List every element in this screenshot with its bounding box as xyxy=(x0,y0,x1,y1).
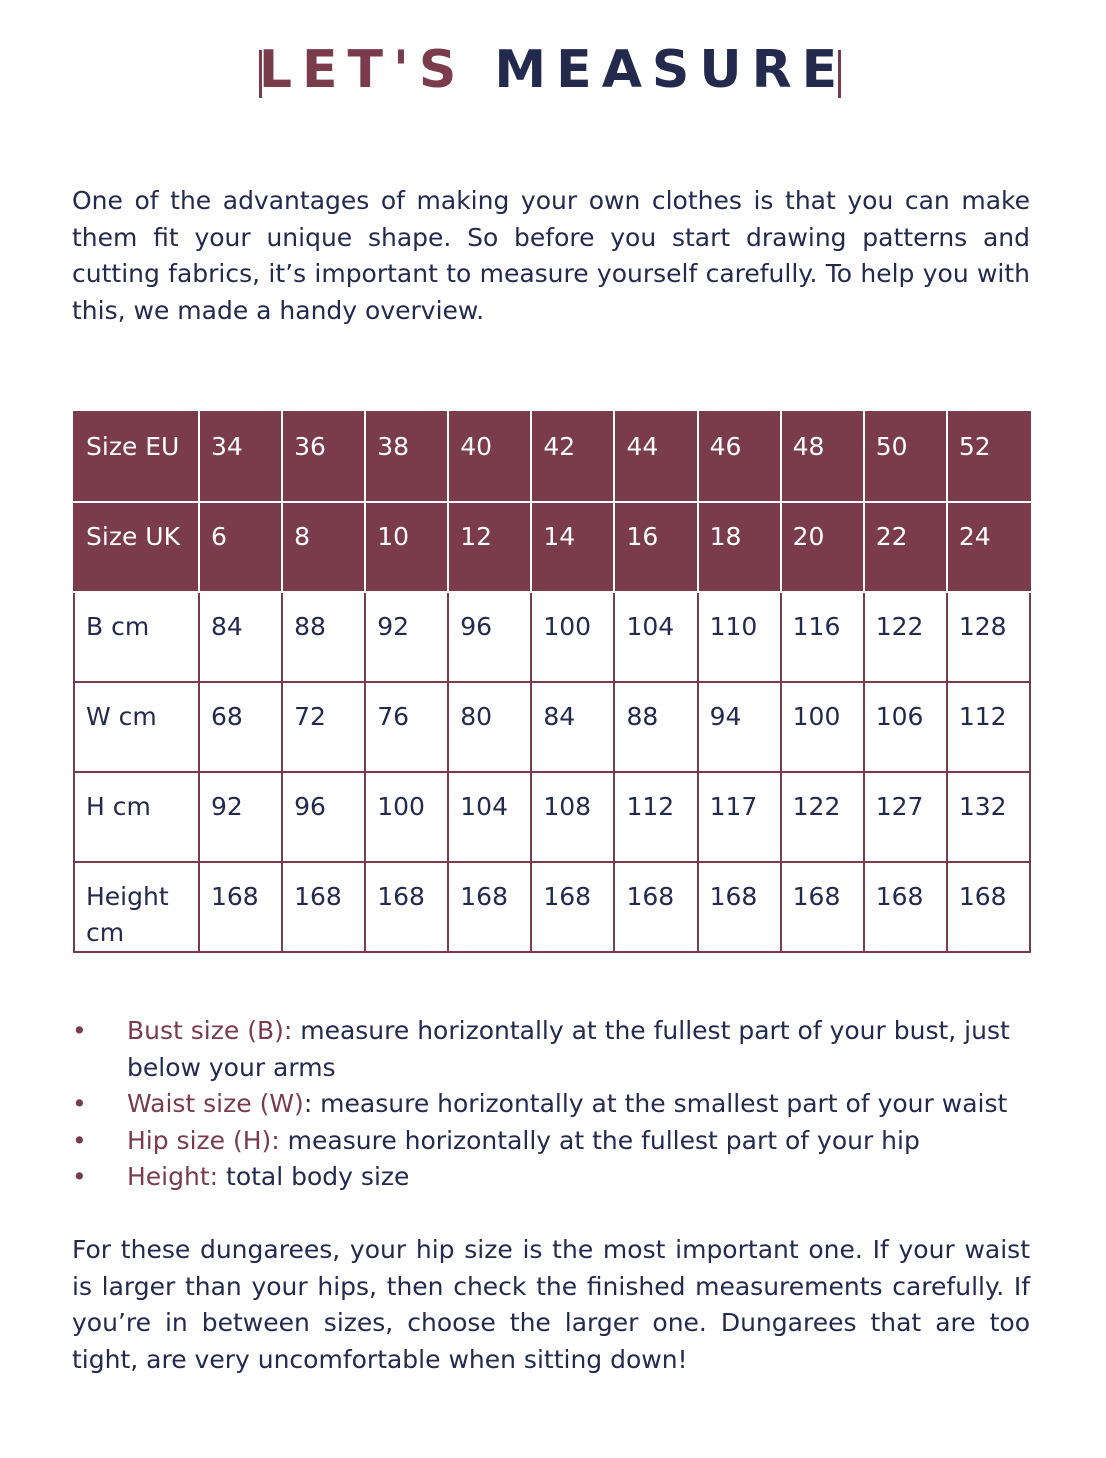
list-item: • Hip size (H): measure horizontally at t… xyxy=(72,1123,1032,1160)
table-cell: 104 xyxy=(613,591,699,683)
table-cell: 46 xyxy=(696,411,782,503)
size-table: Size EU 34 36 38 40 42 44 46 48 50 52 Size UK 6 8 10 12… xyxy=(73,411,1032,953)
table-cell: 106 xyxy=(862,681,948,773)
title-divider-left xyxy=(259,50,262,98)
bullet-icon: • xyxy=(72,1162,87,1191)
list-item: • Waist size (W): measure horizontally at… xyxy=(72,1086,1032,1123)
table-cell: 122 xyxy=(862,591,948,683)
bullet-text: measure horizontally at the fullest part… xyxy=(279,1125,920,1155)
table-cell: 68 xyxy=(197,681,284,773)
row-label: B cm xyxy=(73,591,200,683)
table-row: B cm 84 88 92 96 100 104 110 116 122 128 xyxy=(73,591,1032,683)
table-cell: 112 xyxy=(613,771,699,863)
table-cell: 168 xyxy=(613,861,699,953)
bullet-label: Height: xyxy=(127,1162,219,1191)
table-cell: 92 xyxy=(197,771,284,863)
table-cell: 42 xyxy=(530,411,616,503)
table-cell: 84 xyxy=(197,591,284,683)
list-item: • Bust size (B): measure horizontally at … xyxy=(72,1013,1032,1086)
row-label: H cm xyxy=(73,771,200,863)
bullet-text: measure horizontally at the fullest part… xyxy=(127,1016,1010,1082)
table-cell: 96 xyxy=(447,591,533,683)
title-divider-right xyxy=(838,50,841,98)
closing-paragraph: For these dungarees, your hip size is th… xyxy=(72,1235,1030,1374)
table-cell: 80 xyxy=(447,681,533,773)
table-cell: 36 xyxy=(281,411,367,503)
table-cell: 50 xyxy=(862,411,948,503)
table-cell: 168 xyxy=(779,861,865,953)
table-cell: 48 xyxy=(779,411,865,503)
table-cell: 40 xyxy=(447,411,533,503)
bullet-icon: • xyxy=(72,1089,87,1118)
table-cell: 96 xyxy=(281,771,367,863)
table-cell: 100 xyxy=(779,681,865,773)
table-cell: 168 xyxy=(364,861,450,953)
list-item: • Height: total body size xyxy=(72,1159,1032,1196)
row-label: Size UK xyxy=(73,501,200,593)
row-label: W cm xyxy=(73,681,200,773)
table-cell: 168 xyxy=(945,861,1032,953)
table-cell: 18 xyxy=(696,501,782,593)
table-cell: 122 xyxy=(779,771,865,863)
table-cell: 94 xyxy=(696,681,782,773)
title-part-1: LET'S xyxy=(258,40,467,100)
row-label: Height cm xyxy=(73,861,200,953)
table-cell: 20 xyxy=(779,501,865,593)
bullet-label: Hip size (H): xyxy=(127,1125,280,1155)
table-cell: 117 xyxy=(696,771,782,863)
table-cell: 108 xyxy=(530,771,616,863)
table-cell: 128 xyxy=(945,591,1032,683)
table-cell: 8 xyxy=(281,501,367,593)
bullet-label: Bust size (B): xyxy=(127,1016,293,1045)
table-cell: 10 xyxy=(364,501,450,593)
bullet-icon: • xyxy=(72,1016,87,1045)
table-row: Height cm 168 168 168 168 168 168 168 168 168 168 xyxy=(73,861,1032,953)
table-cell: 72 xyxy=(281,681,367,773)
table-cell: 44 xyxy=(613,411,699,503)
table-cell: 116 xyxy=(779,591,865,683)
table-row: W cm 68 72 76 80 84 88 94 100 106 112 xyxy=(73,681,1032,773)
table-cell: 84 xyxy=(530,681,616,773)
table-cell: 24 xyxy=(945,501,1032,593)
table-cell: 38 xyxy=(364,411,450,503)
table-row: Size UK 6 8 10 12 14 16 18 20 22 24 xyxy=(73,501,1032,593)
row-label: Size EU xyxy=(73,411,200,503)
table-row: Size EU 34 36 38 40 42 44 46 48 50 52 xyxy=(73,411,1032,503)
table-row: H cm 92 96 100 104 108 112 117 122 127 132 xyxy=(73,771,1032,863)
intro-paragraph: One of the advantages of making your own… xyxy=(72,186,1030,325)
table-cell: 127 xyxy=(862,771,948,863)
table-cell: 76 xyxy=(364,681,450,773)
table-cell: 100 xyxy=(530,591,616,683)
bullet-label: Waist size (W) xyxy=(127,1089,304,1118)
table-cell: 168 xyxy=(197,861,284,953)
table-cell: 92 xyxy=(364,591,450,683)
table-cell: 6 xyxy=(197,501,284,593)
table-cell: 168 xyxy=(281,861,367,953)
table-cell: 168 xyxy=(447,861,533,953)
table-cell: 168 xyxy=(862,861,948,953)
table-cell: 88 xyxy=(613,681,699,773)
table-cell: 52 xyxy=(945,411,1032,503)
table-cell: 104 xyxy=(447,771,533,863)
measurement-list: • Bust size (B): measure horizontally at … xyxy=(72,1013,1032,1196)
table-cell: 168 xyxy=(696,861,782,953)
table-cell: 14 xyxy=(530,501,616,593)
table-cell: 88 xyxy=(281,591,367,683)
table-cell: 110 xyxy=(696,591,782,683)
bullet-text: : measure horizontally at the smallest p… xyxy=(303,1089,1008,1118)
bullet-icon: • xyxy=(72,1125,87,1155)
table-cell: 22 xyxy=(862,501,948,593)
page-title: LET'S MEASURE xyxy=(0,40,1106,100)
table-cell: 168 xyxy=(530,861,616,953)
bullet-text: total body size xyxy=(218,1162,410,1191)
table-cell: 100 xyxy=(364,771,450,863)
table-cell: 16 xyxy=(613,501,699,593)
table-cell: 12 xyxy=(447,501,533,593)
table-cell: 112 xyxy=(945,681,1032,773)
table-cell: 34 xyxy=(197,411,284,503)
table-cell: 132 xyxy=(945,771,1032,863)
title-part-2: MEASURE xyxy=(494,40,848,100)
